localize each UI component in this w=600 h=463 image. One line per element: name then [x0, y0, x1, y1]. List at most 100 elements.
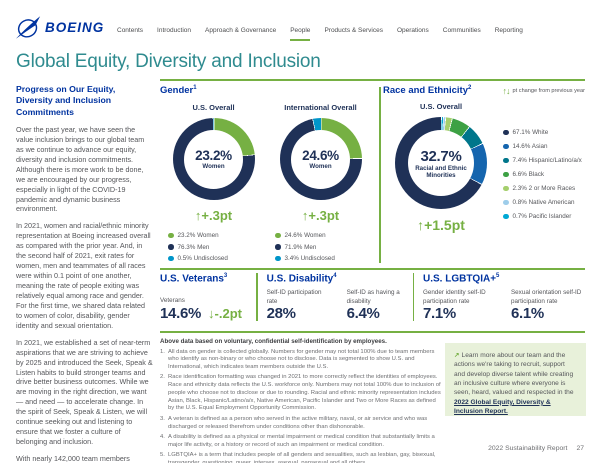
nav-item-reporting[interactable]: Reporting [494, 27, 523, 34]
legend: 24.6% Women 71.9% Men 3.4% Undisclosed [275, 232, 374, 262]
edi-report-link[interactable]: 2022 Global Equity, Diversity & Inclusio… [454, 398, 551, 416]
footnotes: Above data based on voluntary, confident… [160, 338, 443, 463]
veterans-stat: U.S. Veterans3 Veterans 14.6% ↓-.2pt [160, 270, 256, 322]
footnote-ref: 2 [468, 85, 472, 91]
donut-center-label: Racial and Ethnic Minorities [415, 164, 467, 179]
footnote: 4. A disability is defined as a physical … [160, 433, 435, 448]
metric-label: Gender identity self-ID participation ra… [422, 289, 486, 305]
legend-dot [503, 157, 509, 164]
divider [160, 268, 585, 270]
legend-item: 23.2% Women [168, 232, 267, 239]
boeing-logo-word: BOEING [45, 20, 105, 35]
legend-item: 71.9% Men [275, 244, 374, 251]
boeing-logo: BOEING [15, 15, 104, 40]
footer-report-name: 2022 Sustainability Report [488, 445, 568, 452]
legend-item: 6.6% Black [503, 171, 582, 178]
page-title: Global Equity, Diversity and Inclusion [16, 51, 321, 72]
lgbtqia-title: U.S. LGBTQIA+5 [422, 273, 500, 285]
legend-dot [503, 199, 509, 206]
donut-center-label: Women [202, 163, 225, 171]
change-indicator: ↓-.2pt [208, 306, 242, 322]
race-donut-chart: 32.7% Racial and Ethnic Minorities [395, 117, 487, 210]
nav-item-contents[interactable]: Contents [117, 27, 144, 34]
divider [160, 79, 585, 81]
footnote: 2. Race identification formatting was cha… [160, 374, 441, 412]
lgbtqia-stat: U.S. LGBTQIA+5 Gender identity self-ID p… [423, 270, 585, 322]
legend-item: 24.6% Women [275, 232, 374, 239]
legend-dot [503, 129, 509, 136]
intro-paragraph: In 2021, we established a set of near-te… [16, 337, 153, 447]
divider [379, 87, 381, 263]
donut-center-label: Women [309, 163, 332, 171]
gender-international-chart: International Overall 24.6% Women ↑+.3pt… [267, 103, 374, 267]
footnote: 1. All data on gender is collected global… [160, 348, 435, 371]
stats-row: U.S. Veterans3 Veterans 14.6% ↓-.2pt U.S… [160, 270, 585, 322]
metric-value: 28% [266, 305, 296, 323]
legend-dot [503, 185, 509, 192]
disability-title: U.S. Disability4 [266, 273, 337, 285]
gender-international-donut-chart: 24.6% Women [279, 118, 362, 201]
chart-label: International Overall [284, 103, 357, 113]
veterans-title: U.S. Veterans3 [160, 273, 228, 285]
legend-dot [168, 244, 174, 250]
race-us-chart: U.S. Overall 32.7% Racial and Ethnic Min… [383, 102, 499, 233]
nav-item-products-services[interactable]: Products & Services [324, 27, 383, 34]
legend-item: 3.4% Undisclosed [275, 255, 374, 262]
legend-item: 2.3% 2 or More Races [503, 185, 582, 192]
legend-item: 0.8% Native American [503, 199, 582, 206]
gender-section-title: Gender1 [160, 85, 197, 97]
divider [160, 331, 585, 333]
nav-item-operations[interactable]: Operations [396, 27, 429, 34]
up-down-arrows-icon: ↑↓ [502, 86, 511, 96]
metric-label: Sexual orientation self-ID participation… [510, 289, 582, 305]
boeing-symbol-icon [15, 16, 41, 39]
nav-item-communities[interactable]: Communities [442, 27, 481, 34]
nav-item-introduction[interactable]: Introduction [157, 27, 191, 34]
intro-paragraph: In 2021, women and racial/ethnic minorit… [16, 221, 151, 330]
race-ethnicity-section: Race and Ethnicity2 ↑↓ pt change from pr… [383, 85, 585, 233]
footnote: 3. A veteran is defined as a person who s… [160, 415, 428, 430]
metric-value: 6.4% [346, 305, 380, 323]
disability-stat: U.S. Disability4 Self-ID participation r… [267, 270, 413, 322]
nav-item-approach-governance[interactable]: Approach & Governance [205, 27, 277, 34]
donut-center-value: 23.2% [195, 148, 232, 164]
change-indicator: ↑+1.5pt [417, 217, 465, 234]
legend-item: 14.6% Asian [503, 143, 582, 150]
metric-value: 6.1% [510, 305, 544, 323]
divider [412, 273, 414, 321]
legend: 67.1% White 14.6% Asian 7.4% Hispanic/La… [503, 129, 582, 233]
legend-dot [275, 232, 281, 239]
footnote-ref: 1 [193, 85, 197, 91]
legend-item: 76.3% Men [168, 244, 267, 251]
legend-item: 0.7% Pacific Islander [503, 213, 582, 220]
legend-dot [503, 213, 509, 220]
intro-column: Progress on Our Equity, Diversity and In… [16, 84, 153, 463]
metric-value: 7.1% [422, 305, 456, 323]
intro-paragraph: Over the past year, we have seen the val… [16, 124, 145, 214]
legend-dot [168, 255, 174, 262]
footnote-ref: 4 [333, 273, 337, 279]
change-indicator: ↑+.3pt [301, 208, 340, 224]
nav-item-people[interactable]: People [290, 27, 311, 41]
metric-label: Self-ID as having a disability [346, 289, 400, 305]
donut-center-value: 32.7% [420, 147, 462, 165]
race-section-title: Race and Ethnicity2 [383, 85, 472, 97]
intro-heading: Progress on Our Equity, Diversity and In… [16, 84, 116, 117]
metric: Self-ID as having a disability 6.4% [347, 284, 413, 322]
divider [256, 273, 258, 321]
metric: Self-ID participation rate 28% [267, 284, 333, 322]
legend-dot [275, 244, 281, 250]
metric: Gender identity self-ID participation ra… [423, 284, 497, 322]
gender-us-chart: U.S. Overall 23.2% Women ↑+.3pt 23.2% Wo… [160, 103, 267, 267]
arrow-link-icon: ↗ [454, 352, 460, 359]
legend-dot [275, 255, 281, 262]
learn-more-callout: ↗ Learn more about our team and the actio… [445, 343, 586, 416]
legend-item: 0.5% Undisclosed [168, 255, 267, 262]
footnote-ref: 5 [496, 273, 500, 279]
legend-item: 7.4% Hispanic/Latino/a/x [503, 157, 582, 164]
donut-center-value: 24.6% [302, 148, 339, 164]
pt-change-note: ↑↓ pt change from previous year [502, 86, 585, 96]
footer-page-number: 27 [576, 445, 584, 452]
page-footer: 2022 Sustainability Report 27 [488, 445, 584, 452]
